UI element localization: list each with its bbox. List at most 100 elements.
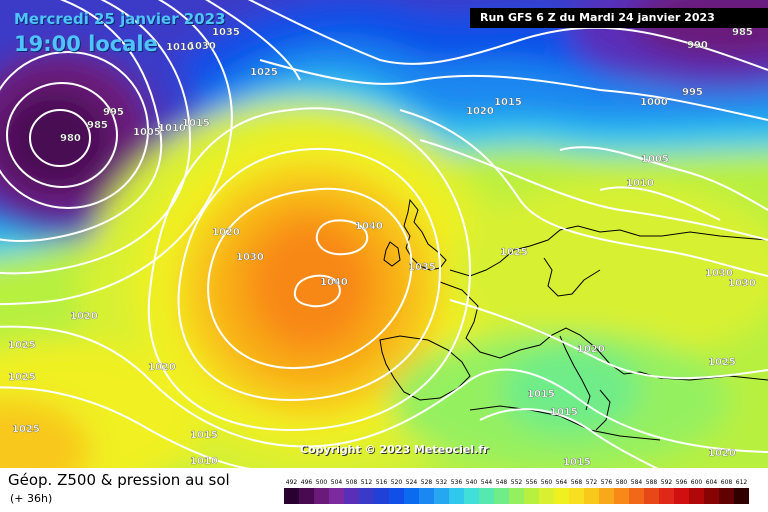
isobar-label: 1000 — [640, 97, 668, 108]
isobar-label: 1010 — [166, 42, 194, 53]
legend-label: 592 — [661, 479, 673, 486]
legend-label: 576 — [601, 479, 613, 486]
isobar-label: 1030 — [188, 41, 216, 52]
isobar-label: 1030 — [728, 278, 756, 289]
legend-label: 508 — [346, 479, 358, 486]
legend-swatch — [344, 488, 359, 504]
legend-label: 556 — [526, 479, 538, 486]
isobar-label: 1040 — [355, 221, 383, 232]
forecast-date: Mercredi 25 janvier 2023 — [14, 10, 226, 28]
isobar-label: 1030 — [236, 252, 264, 263]
legend-label: 500 — [316, 479, 328, 486]
isobar-label: 990 — [687, 40, 708, 51]
legend-label: 544 — [481, 479, 493, 486]
legend-label: 608 — [721, 479, 733, 486]
isobar-label: 1015 — [527, 389, 555, 400]
legend-swatch — [719, 488, 734, 504]
legend-swatch — [449, 488, 464, 504]
legend-swatch — [554, 488, 569, 504]
legend-label: 552 — [511, 479, 523, 486]
legend-swatch — [374, 488, 389, 504]
isobar-label: 1005 — [133, 127, 161, 138]
geopotential-field — [0, 0, 768, 468]
legend-swatch — [314, 488, 329, 504]
run-info-banner: Run GFS 6 Z du Mardi 24 janvier 2023 — [470, 8, 768, 28]
isobar-label: 985 — [732, 27, 753, 38]
legend-swatch — [464, 488, 479, 504]
isobar-label: 1025 — [8, 372, 36, 383]
legend-label: 604 — [706, 479, 718, 486]
isobar-label: 1015 — [190, 430, 218, 441]
legend-swatch — [629, 488, 644, 504]
legend-label: 600 — [691, 479, 703, 486]
legend-swatch — [614, 488, 629, 504]
isobar-label: 1035 — [408, 262, 436, 273]
isobar-label: 1025 — [8, 340, 36, 351]
legend-label: 580 — [616, 479, 628, 486]
footer-panel: Géop. Z500 & pression au sol (+ 36h) 492… — [0, 468, 768, 512]
isobar-label: 1015 — [550, 407, 578, 418]
isobar-label: 1015 — [182, 118, 210, 129]
legend-label: 512 — [361, 479, 373, 486]
isobar-label: 995 — [103, 107, 124, 118]
isobar-label: 1030 — [705, 268, 733, 279]
weather-map: 1035103010101025990985995101510201000995… — [0, 0, 768, 468]
isobar-label: 1015 — [563, 457, 591, 468]
isobar-label: 1020 — [212, 227, 240, 238]
copyright-notice: Copyright © 2023 Meteociel.fr — [300, 443, 489, 456]
legend-swatch — [404, 488, 419, 504]
legend-swatch — [479, 488, 494, 504]
legend-label: 568 — [571, 479, 583, 486]
legend-label: 532 — [436, 479, 448, 486]
legend-swatch — [434, 488, 449, 504]
legend-label: 584 — [631, 479, 643, 486]
isobar-label: 985 — [87, 120, 108, 131]
legend-swatch — [734, 488, 749, 504]
isobar-label: 1040 — [320, 277, 348, 288]
legend-swatch — [389, 488, 404, 504]
isobar-label: 995 — [682, 87, 703, 98]
isobar-label: 1005 — [641, 154, 669, 165]
legend-swatch — [569, 488, 584, 504]
legend-swatch — [419, 488, 434, 504]
legend-swatch — [689, 488, 704, 504]
isobar-label: 1020 — [577, 344, 605, 355]
isobar-label: 1025 — [708, 357, 736, 368]
isobar-label: 980 — [60, 133, 81, 144]
legend-label: 516 — [376, 479, 388, 486]
legend-swatch — [329, 488, 344, 504]
legend-label: 524 — [406, 479, 418, 486]
legend-swatch — [704, 488, 719, 504]
isobar-label: 1025 — [250, 67, 278, 78]
isobar-label: 1020 — [70, 311, 98, 322]
isobar-label: 1020 — [708, 448, 736, 459]
forecast-time: 19:00 locale — [14, 32, 158, 56]
legend-label: 492 — [286, 479, 298, 486]
legend-label: 520 — [391, 479, 403, 486]
legend-label: 528 — [421, 479, 433, 486]
isobar-label: 1025 — [500, 247, 528, 258]
legend-label: 560 — [541, 479, 553, 486]
legend-label: 612 — [736, 479, 748, 486]
isobar-label: 1015 — [494, 97, 522, 108]
isobar-label: 1035 — [212, 27, 240, 38]
isobar-label: 1010 — [190, 456, 218, 467]
legend-label: 504 — [331, 479, 343, 486]
isobar-label: 1020 — [466, 106, 494, 117]
isobar-label: 1010 — [158, 123, 186, 134]
legend-swatch — [674, 488, 689, 504]
legend-swatch — [509, 488, 524, 504]
color-legend: 492 496 500 504 508 512 516 520 524 528 532 536 540 5… — [284, 479, 749, 504]
legend-swatch — [539, 488, 554, 504]
legend-label: 496 — [301, 479, 313, 486]
legend-label: 596 — [676, 479, 688, 486]
isobar-label: 1020 — [148, 362, 176, 373]
legend-label: 536 — [451, 479, 463, 486]
legend-label: 588 — [646, 479, 658, 486]
legend-swatch — [584, 488, 599, 504]
isobar-label: 1025 — [12, 424, 40, 435]
legend-label: 564 — [556, 479, 568, 486]
isobar-labels: 1035103010101025990985995101510201000995… — [8, 27, 756, 468]
legend-swatch — [524, 488, 539, 504]
